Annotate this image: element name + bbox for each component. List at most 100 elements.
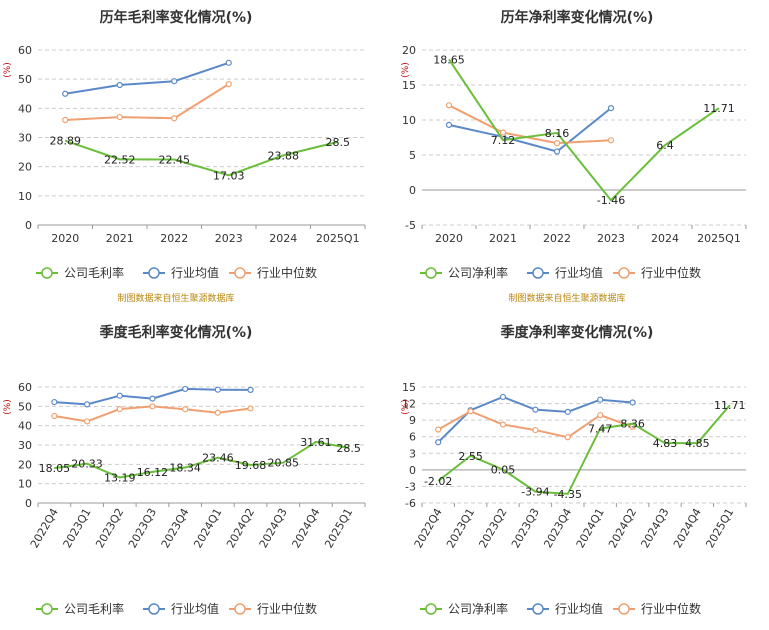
data-point: [607, 137, 615, 144]
data-point: [116, 405, 123, 413]
y-axis-unit: (%): [401, 399, 411, 415]
chart-title: 历年净利率变化情况(%): [501, 9, 654, 26]
x-tick-label: 2023: [597, 232, 625, 245]
y-tick-label: -5: [405, 219, 416, 232]
data-point: [116, 113, 123, 121]
legend-swatch-marker: [618, 267, 630, 279]
data-label: 20.85: [268, 457, 300, 470]
data-point: [553, 140, 561, 147]
data-label: 0.05: [491, 464, 516, 477]
source-note: 制图数据来自恒生聚源数据库: [508, 292, 625, 304]
x-tick-label: 2025Q1: [697, 232, 741, 245]
legend-item-industry-median: 行业中位数: [229, 601, 317, 616]
series-line-industry-avg: [448, 107, 612, 153]
data-label: 28.5: [326, 136, 351, 149]
data-label: 18.65: [433, 53, 465, 66]
y-tick-label: 0: [409, 184, 416, 197]
x-tick-label: 2024: [269, 232, 297, 245]
source-note: 制图数据来自恒生聚源数据库: [117, 292, 234, 304]
data-point: [116, 392, 123, 399]
legend-item-company: 公司毛利率: [36, 601, 124, 616]
x-tick-label: 2024Q4: [289, 506, 322, 550]
data-label: 6.4: [656, 139, 674, 152]
y-tick-label: 5: [409, 149, 416, 162]
x-tick-label: 2021: [489, 232, 517, 245]
legend-label: 行业中位数: [257, 601, 317, 616]
chart-title: 历年毛利率变化情况(%): [100, 9, 253, 26]
legend-item-industry-median: 行业中位数: [229, 265, 317, 280]
y-tick-label: 15: [402, 79, 416, 92]
data-point: [467, 408, 474, 415]
y-tick-label: 10: [18, 190, 32, 203]
data-point: [445, 102, 453, 109]
x-tick-label: 2023Q1: [61, 506, 94, 550]
y-axis-unit: (%): [3, 62, 13, 78]
legend-label: 公司净利率: [448, 265, 508, 280]
x-tick-label: 2023Q2: [93, 506, 126, 550]
quarterly-gross-margin-chart: 季度毛利率变化情况(%) (%) 0 10 20 30 40 50 60 2022Q4 2023Q1…: [3, 324, 366, 616]
data-label: 11.71: [714, 399, 746, 412]
y-axis-unit: (%): [401, 62, 411, 78]
y-tick-label: 60: [18, 44, 32, 57]
annual-gross-margin-chart: 历年毛利率变化情况(%) (%) 0 10 20 30 40 50 60 2020 2021 2022…: [3, 9, 366, 304]
data-point: [51, 398, 58, 406]
x-tick-label: 2024Q3: [257, 506, 290, 550]
legend-swatch-marker: [148, 603, 160, 615]
y-tick-label: 0: [25, 219, 32, 232]
x-tick-label: 2022: [543, 232, 571, 245]
data-point: [247, 386, 254, 394]
data-point: [171, 115, 178, 122]
y-tick-label: 12: [402, 398, 416, 411]
series-line-company: [437, 404, 731, 495]
legend-label: 行业中位数: [641, 265, 701, 280]
y-tick-label: 30: [18, 132, 32, 145]
data-point: [435, 426, 442, 433]
data-label: -4.35: [554, 488, 582, 501]
data-label: 31.61: [300, 436, 332, 449]
data-label: 19.68: [235, 459, 267, 472]
data-label: 20.33: [71, 458, 103, 471]
x-tick-label: 2024: [651, 232, 679, 245]
y-tick-label: 6: [409, 431, 416, 444]
data-point: [553, 148, 561, 155]
y-tick-label: 20: [18, 161, 32, 174]
x-tick-label: 2024Q4: [671, 506, 704, 550]
legend-swatch-marker: [234, 603, 246, 615]
data-label: 18.34: [169, 462, 201, 475]
x-tick-label: 2021: [106, 232, 134, 245]
x-tick-label: 2024Q3: [639, 506, 672, 550]
data-point: [532, 406, 539, 413]
y-tick-label: 3: [409, 447, 416, 460]
legend-swatch-marker: [234, 267, 246, 279]
data-label: 13.19: [104, 471, 136, 484]
data-point: [62, 116, 69, 124]
legend-swatch-marker: [618, 603, 630, 615]
legend-item-industry-median: 行业中位数: [613, 601, 701, 616]
legend-label: 行业中位数: [257, 265, 317, 280]
data-label: 23.46: [202, 452, 234, 465]
legend-label: 行业均值: [171, 265, 219, 280]
y-tick-label: -3: [405, 480, 416, 493]
legend-label: 行业均值: [555, 601, 603, 616]
data-point: [564, 434, 571, 441]
data-label: 8.36: [620, 418, 645, 431]
x-tick-label: 2024Q2: [606, 506, 639, 550]
legend-item-company: 公司毛利率: [36, 265, 124, 280]
y-tick-label: 40: [18, 420, 32, 433]
x-tick-label: 2022Q4: [28, 506, 61, 550]
data-label: 22.52: [104, 153, 136, 166]
series-line-company: [54, 440, 349, 479]
legend-label: 公司净利率: [448, 601, 508, 616]
legend-swatch-marker: [425, 603, 437, 615]
x-tick-label: 2025Q1: [316, 232, 360, 245]
data-point: [499, 421, 507, 428]
data-point: [214, 386, 221, 393]
x-tick-label: 2023Q3: [509, 506, 542, 550]
legend-swatch-marker: [41, 603, 53, 615]
data-label: 23.88: [268, 149, 300, 162]
legend-item-industry-avg: 行业均值: [143, 601, 219, 616]
data-point: [62, 90, 69, 97]
x-tick-label: 2023Q3: [126, 506, 159, 550]
legend-swatch-marker: [532, 603, 544, 615]
